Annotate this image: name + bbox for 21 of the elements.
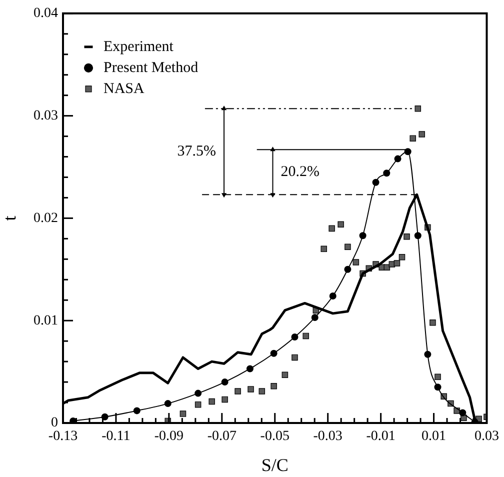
x-tick-label: 0.01 <box>422 429 446 444</box>
legend-label: Experiment <box>104 38 174 55</box>
y-tick-label: 0 <box>51 416 58 431</box>
x-axis-title: S/C <box>261 454 288 475</box>
x-tick-label: -0.07 <box>207 429 236 444</box>
y-tick-label: 0.04 <box>34 6 58 22</box>
legend-label: NASA <box>104 80 145 97</box>
x-tick-label: -0.11 <box>102 429 130 444</box>
annotation: 37.5% <box>177 144 216 160</box>
x-tick-label: -0.01 <box>366 429 396 444</box>
y-tick-label: 0.02 <box>34 210 58 226</box>
x-tick-label: -0.03 <box>313 429 342 444</box>
x-tick-label: -0.13 <box>48 429 78 444</box>
x-tick-label: 0.03 <box>474 429 499 444</box>
y-axis-title: t <box>0 216 20 221</box>
annotation: 20.2% <box>280 164 320 180</box>
x-tick-label: -0.05 <box>260 429 290 444</box>
y-tick-label: 0.03 <box>34 108 58 124</box>
y-tick-label: 0.01 <box>34 313 58 328</box>
x-tick-label: -0.09 <box>154 429 184 444</box>
legend-label: Present Method <box>104 60 199 76</box>
